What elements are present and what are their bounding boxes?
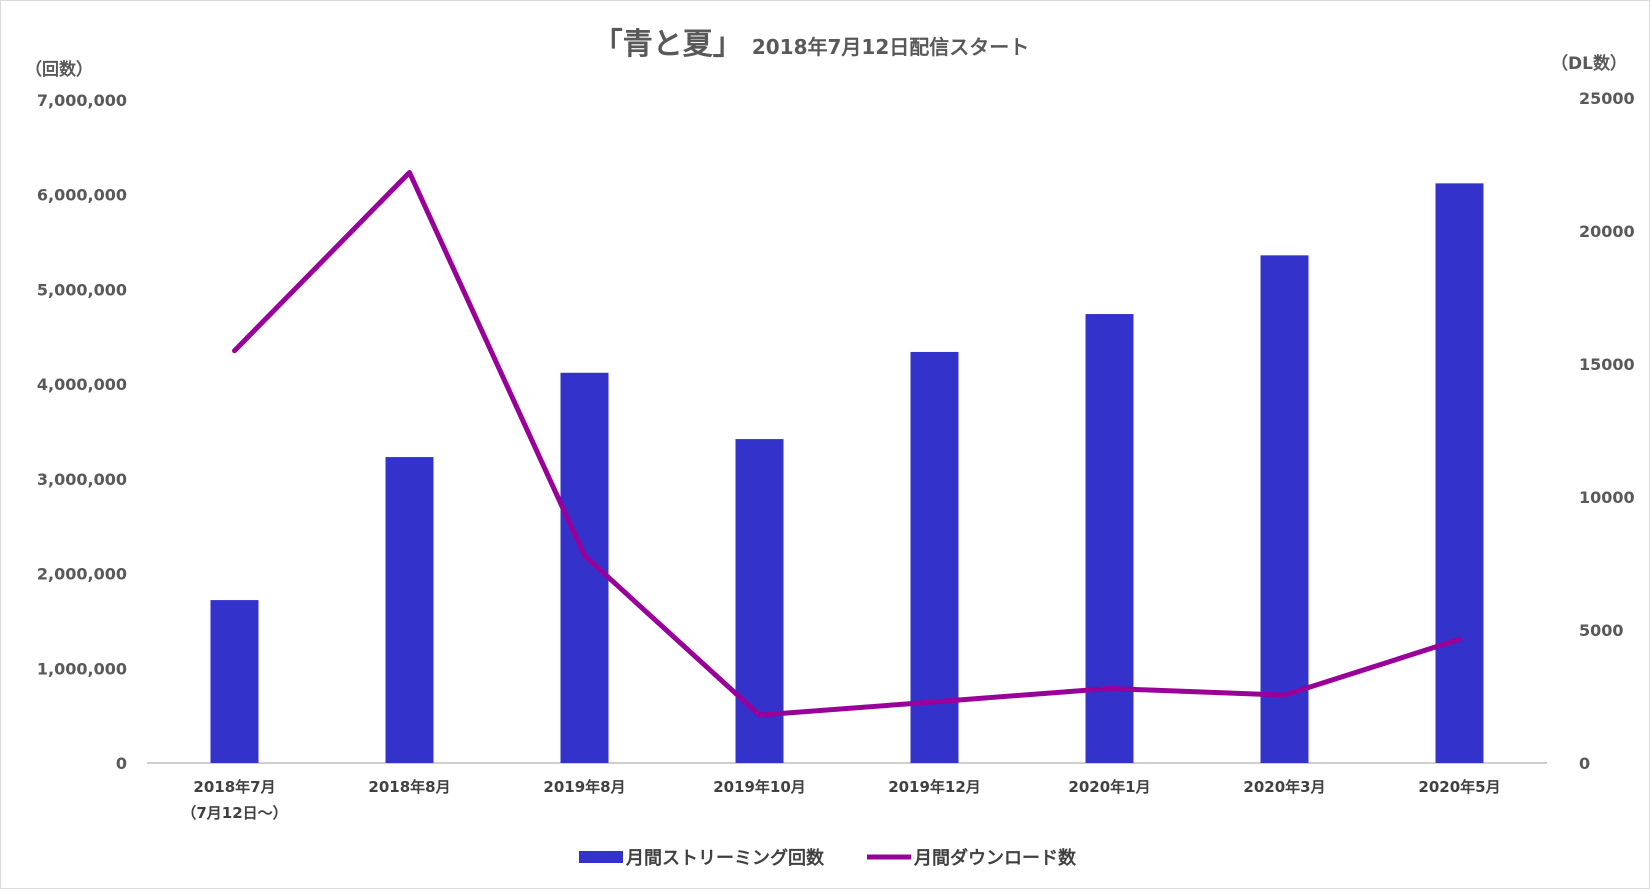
bar: [1086, 314, 1134, 763]
x-axis-labels: 2018年7月 （7月12日〜） 2018年8月 2019年8月 2019年10月 201…: [181, 778, 1500, 822]
x-tick-label: 2019年8月: [543, 778, 625, 796]
left-tick-label: 0: [116, 754, 127, 773]
right-tick-label: 10000: [1579, 488, 1635, 507]
legend: 月間ストリーミング回数 月間ダウンロード数: [579, 847, 1077, 869]
chart-title-main: 「青と夏」: [593, 27, 743, 62]
bar-series: [211, 183, 1484, 763]
bar: [386, 457, 434, 763]
x-tick-label: （7月12日〜）: [181, 804, 287, 822]
chart-title: 「青と夏」 2018年7月12日配信スタート: [593, 27, 1030, 62]
right-axis-unit: （DL数）: [1551, 53, 1627, 74]
x-tick-label: 2019年10月: [713, 778, 806, 796]
bar: [1436, 183, 1484, 763]
legend-swatch-bar: [579, 851, 623, 863]
right-tick-label: 15000: [1579, 355, 1635, 374]
x-tick-label: 2020年1月: [1068, 778, 1150, 796]
x-tick-label: 2020年3月: [1243, 778, 1325, 796]
left-tick-label: 6,000,000: [37, 186, 127, 205]
left-tick-label: 2,000,000: [37, 565, 127, 584]
x-tick-label: 2018年8月: [368, 778, 450, 796]
right-axis-ticks: 25000 20000 15000 10000 5000 0: [1579, 89, 1635, 773]
left-tick-label: 4,000,000: [37, 375, 127, 394]
x-tick-label: 2019年12月: [888, 778, 981, 796]
x-tick-label: 2018年7月: [193, 778, 275, 796]
left-tick-label: 5,000,000: [37, 280, 127, 299]
chart-title-sub: 2018年7月12日配信スタート: [752, 35, 1029, 59]
right-tick-label: 5000: [1579, 621, 1624, 640]
right-tick-label: 25000: [1579, 89, 1635, 108]
right-tick-label: 0: [1579, 754, 1590, 773]
right-tick-label: 20000: [1579, 222, 1635, 241]
left-axis-unit: （回数）: [25, 59, 93, 80]
legend-label-bar: 月間ストリーミング回数: [625, 847, 825, 869]
left-axis-ticks: 7,000,000 6,000,000 5,000,000 4,000,000 3,00…: [37, 91, 127, 773]
bar: [211, 600, 259, 763]
x-tick-label: 2020年5月: [1418, 778, 1500, 796]
left-tick-label: 7,000,000: [37, 91, 127, 110]
legend-label-line: 月間ダウンロード数: [913, 847, 1077, 869]
bar: [1261, 255, 1309, 763]
left-tick-label: 1,000,000: [37, 659, 127, 678]
left-tick-label: 3,000,000: [37, 470, 127, 489]
